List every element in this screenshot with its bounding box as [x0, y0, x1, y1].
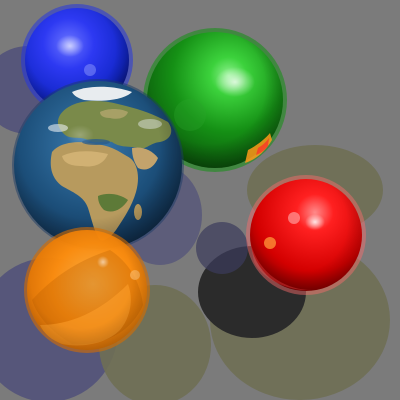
earth-sphere: [12, 79, 184, 251]
dark-shadow-top: [196, 222, 248, 274]
red-sphere: [246, 175, 366, 295]
green-sphere: [143, 28, 287, 172]
orange-sphere: [24, 227, 150, 353]
